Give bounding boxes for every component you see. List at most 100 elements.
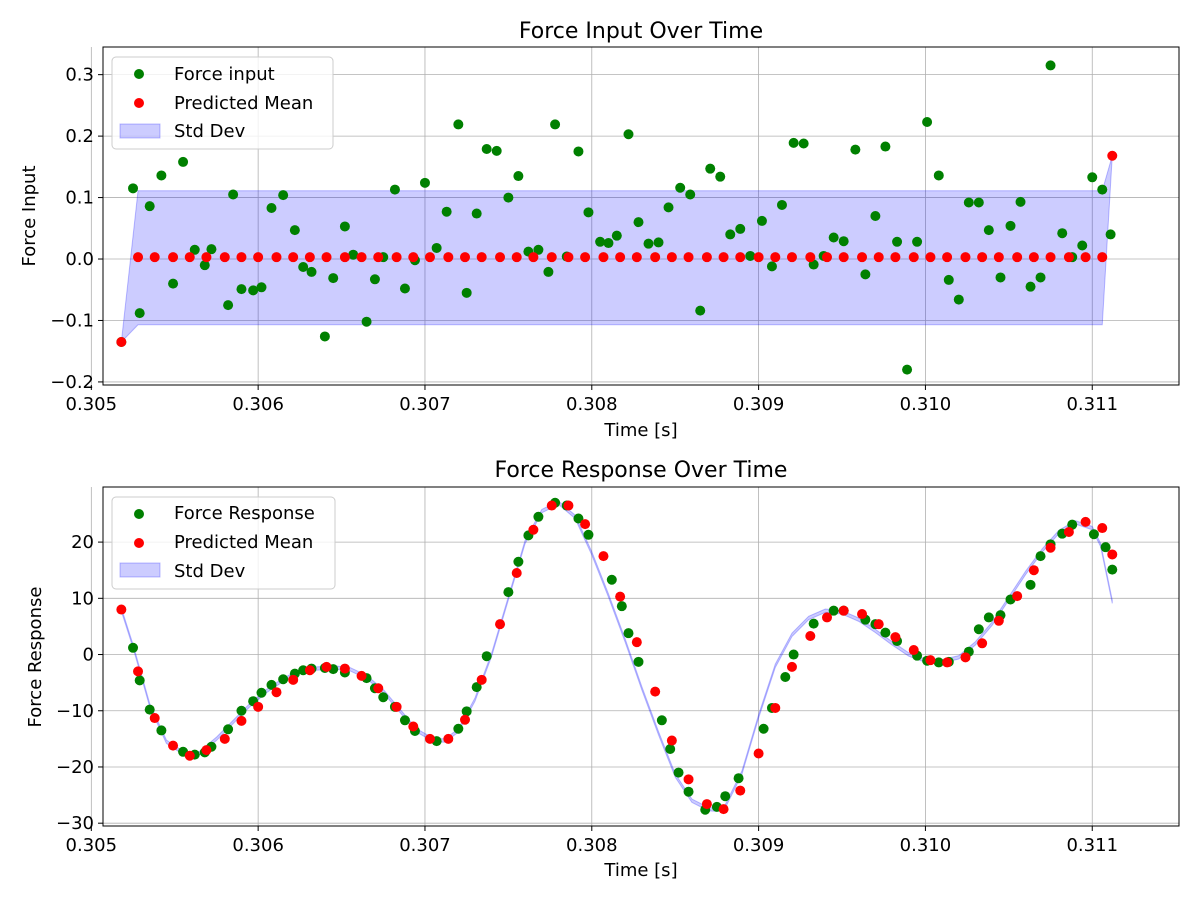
- observed-point: [675, 182, 686, 193]
- mean-point: [650, 686, 661, 697]
- observed-point: [573, 146, 584, 157]
- mean-point: [1107, 150, 1118, 161]
- mean-point: [460, 252, 471, 263]
- mean-point: [1063, 252, 1074, 263]
- mean-point: [495, 619, 506, 630]
- mean-point: [424, 252, 435, 263]
- y-tick-label: 0.1: [65, 188, 94, 209]
- mean-point: [443, 252, 454, 263]
- mean-point: [770, 252, 781, 263]
- observed-point: [168, 278, 179, 289]
- mean-point: [683, 774, 694, 785]
- mean-point: [201, 252, 212, 263]
- observed-point: [134, 675, 145, 686]
- legend-marker-mean: [134, 98, 144, 108]
- x-axis-label: Time [s]: [603, 420, 677, 441]
- observed-point: [766, 261, 777, 272]
- observed-point: [1077, 240, 1088, 251]
- std-dev-area: [120, 155, 1113, 344]
- mean-point: [615, 591, 626, 602]
- x-tick-label: 0.308: [566, 835, 618, 856]
- mean-point: [838, 605, 849, 616]
- observed-point: [461, 706, 472, 717]
- mean-point: [253, 252, 264, 263]
- observed-point: [206, 244, 217, 255]
- mean-point: [822, 252, 833, 263]
- observed-point: [236, 705, 247, 716]
- plot-frame: [102, 46, 1180, 386]
- observed-points: [116, 60, 1116, 375]
- mean-point: [476, 674, 487, 685]
- observed-point: [838, 236, 849, 247]
- observed-point: [633, 217, 644, 228]
- observed-point: [912, 236, 923, 247]
- mean-points: [116, 150, 1118, 347]
- observed-point: [603, 238, 614, 249]
- observed-point: [156, 170, 167, 181]
- observed-point: [491, 145, 502, 156]
- chart-force-input: Force Input Over Time 0.305 0.306 0.307 0.3…: [19, 19, 1180, 441]
- x-axis-label: Time [s]: [603, 860, 677, 881]
- mean-point: [149, 252, 160, 263]
- mean-point: [168, 252, 179, 263]
- x-tick-label: 0.306: [232, 835, 284, 856]
- observed-point: [1088, 529, 1099, 540]
- observed-point: [1107, 564, 1118, 575]
- mean-point: [356, 252, 367, 263]
- observed-point: [583, 207, 594, 218]
- observed-point: [808, 618, 819, 629]
- y-tick-label: −20: [56, 757, 94, 778]
- observed-point: [1097, 184, 1108, 195]
- mean-point: [321, 661, 332, 672]
- mean-point: [873, 252, 884, 263]
- mean-point: [598, 551, 609, 562]
- mean-points: [116, 500, 1118, 815]
- mean-point: [838, 252, 849, 263]
- mean-point: [1097, 252, 1108, 263]
- x-tick-label: 0.305: [66, 394, 118, 415]
- mean-point: [408, 721, 419, 732]
- x-tick-label: 0.309: [733, 394, 785, 415]
- legend-marker-mean: [134, 538, 144, 548]
- observed-point: [943, 274, 954, 285]
- mean-point: [219, 252, 230, 263]
- observed-point: [583, 529, 594, 540]
- observed-point: [745, 250, 756, 261]
- mean-point: [701, 252, 712, 263]
- y-tick-label: −10: [56, 701, 94, 722]
- legend-label: Force Response: [174, 503, 315, 524]
- mean-point: [925, 655, 936, 666]
- mean-point: [718, 252, 729, 263]
- mean-point: [288, 252, 299, 263]
- mean-point: [339, 252, 350, 263]
- observed-point: [1025, 579, 1036, 590]
- observed-point: [228, 189, 239, 200]
- y-tick-label: 0.0: [65, 249, 94, 270]
- observed-point: [733, 773, 744, 784]
- observed-point: [369, 274, 380, 285]
- observed-point: [1105, 229, 1116, 240]
- mean-point: [908, 645, 919, 656]
- legend-marker-band: [119, 562, 161, 578]
- mean-point: [511, 568, 522, 579]
- observed-point: [128, 642, 139, 653]
- mean-point: [1028, 252, 1039, 263]
- mean-point: [1063, 526, 1074, 537]
- observed-point: [720, 791, 731, 802]
- observed-point: [933, 170, 944, 181]
- mean-point: [236, 252, 247, 263]
- observed-point: [399, 715, 410, 726]
- y-tick-label: −0.2: [50, 372, 94, 393]
- observed-point: [513, 556, 524, 567]
- observed-point: [1057, 228, 1068, 239]
- observed-point: [389, 184, 400, 195]
- mean-point: [373, 683, 384, 694]
- observed-point: [758, 723, 769, 734]
- observed-point: [995, 272, 1006, 283]
- observed-point: [128, 183, 139, 194]
- observed-point: [543, 266, 554, 277]
- mean-point: [650, 252, 661, 263]
- legend: Force input Predicted Mean Std Dev: [111, 56, 334, 150]
- mean-point: [753, 748, 764, 759]
- mean-point: [942, 657, 953, 668]
